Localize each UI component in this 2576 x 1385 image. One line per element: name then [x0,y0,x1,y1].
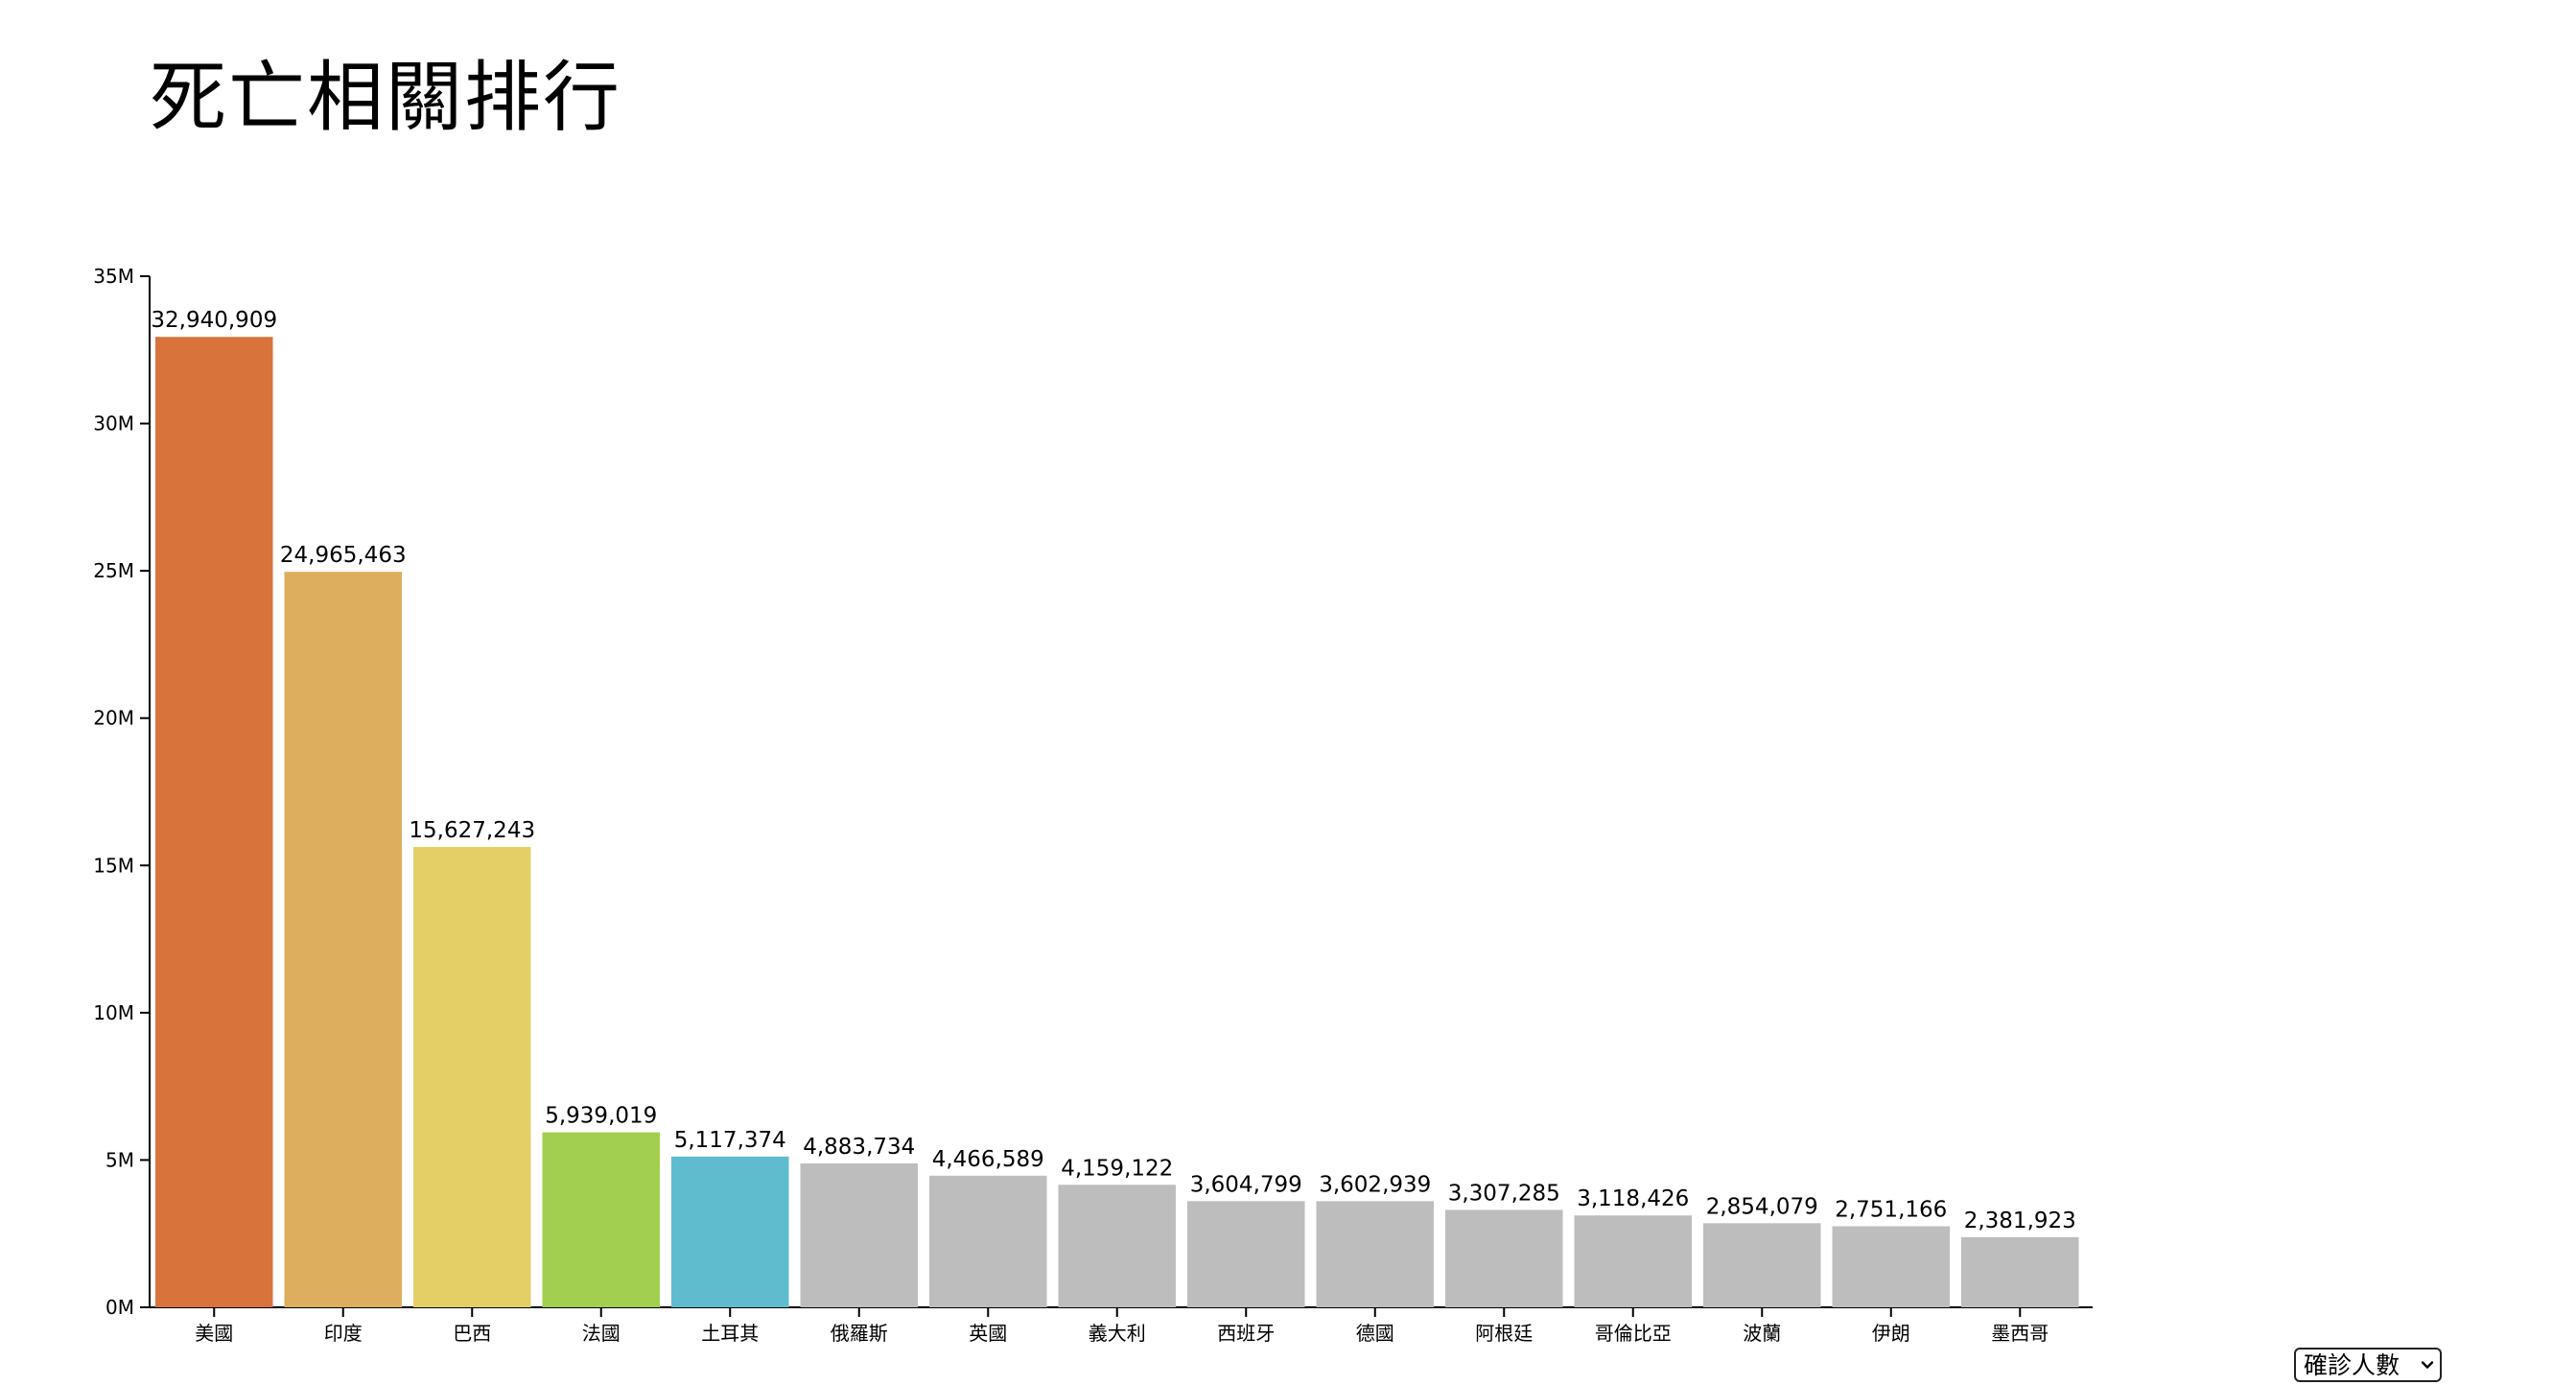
x-tick-label: 土耳其 [701,1322,759,1345]
bar-value-label: 4,883,734 [803,1135,915,1160]
bars [155,337,2079,1307]
bar[interactable] [1445,1209,1563,1307]
x-tick-label: 巴西 [453,1322,491,1345]
x-axis: 美國 印度 巴西 法國 土耳其 俄羅斯 英國 義大利 西班牙 德國 阿根廷 哥倫比亞 波蘭 伊朗 墨西哥 [150,1306,2093,1345]
y-tick-label: 35M [93,265,134,288]
bar-value-label: 4,466,589 [932,1147,1044,1172]
bar[interactable] [1316,1201,1435,1307]
x-tick-label: 義大利 [1089,1322,1146,1345]
y-tick-label: 5M [105,1148,134,1171]
y-tick-label: 15M [93,854,134,877]
x-tick-label: 德國 [1356,1322,1394,1345]
bar-value-label: 2,381,923 [1964,1209,2076,1233]
y-tick-label: 30M [93,412,134,435]
bar[interactable] [1058,1185,1177,1307]
chevron-down-icon [2421,1361,2434,1369]
bar[interactable] [800,1162,919,1307]
x-tick-label: 法國 [582,1322,621,1345]
y-tick-label: 25M [93,559,134,582]
bar[interactable] [284,572,403,1307]
y-tick-label: 0M [105,1296,134,1319]
y-axis: 0M 5M 10M 15M 20M 25M 30M 35M [93,265,151,1319]
bar[interactable] [413,847,531,1307]
x-tick-label: 哥倫比亞 [1595,1322,1672,1345]
y-tick-label: 10M [93,1001,134,1024]
x-tick-label: 俄羅斯 [831,1322,888,1345]
bar[interactable] [1703,1223,1821,1307]
bar[interactable] [671,1156,789,1307]
page-title: 死亡相關排行 [150,53,621,142]
y-tick-label: 20M [93,707,134,730]
bar[interactable] [542,1132,661,1307]
x-tick-label: 伊朗 [1872,1322,1910,1345]
bar-value-label: 3,604,799 [1190,1172,1302,1197]
bar-value-label: 32,940,909 [151,308,277,333]
bar[interactable] [929,1175,1047,1307]
bar-value-label: 15,627,243 [409,818,535,843]
bar-value-label: 4,159,122 [1061,1156,1173,1181]
x-tick-label: 英國 [969,1322,1007,1345]
bar[interactable] [1961,1236,2079,1307]
bar-value-label: 2,854,079 [1706,1194,1818,1219]
bar-value-label: 5,117,374 [674,1128,786,1153]
bar-value-label: 5,939,019 [545,1104,657,1129]
metric-select[interactable]: 確診人數 [2294,1348,2442,1382]
bar-value-label: 24,965,463 [280,543,407,568]
bar-value-label: 3,602,939 [1319,1172,1431,1197]
bar[interactable] [155,337,273,1307]
x-tick-label: 西班牙 [1217,1322,1275,1345]
bar[interactable] [1187,1201,1305,1307]
x-tick-label: 波蘭 [1743,1322,1781,1345]
bar-value-label: 3,118,426 [1577,1186,1689,1211]
bar[interactable] [1574,1215,1693,1307]
x-tick-label: 印度 [324,1322,363,1345]
x-tick-label: 美國 [195,1322,233,1345]
bar-value-label: 3,307,285 [1448,1181,1560,1206]
value-labels: 32,940,909 24,965,463 15,627,243 5,939,019 5… [151,308,2075,1233]
metric-select-value: 確診人數 [2304,1350,2400,1379]
x-tick-label: 墨西哥 [1991,1322,2049,1345]
bar[interactable] [1832,1226,1951,1307]
x-tick-label: 阿根廷 [1475,1322,1533,1345]
bar-value-label: 2,751,166 [1835,1197,1947,1222]
